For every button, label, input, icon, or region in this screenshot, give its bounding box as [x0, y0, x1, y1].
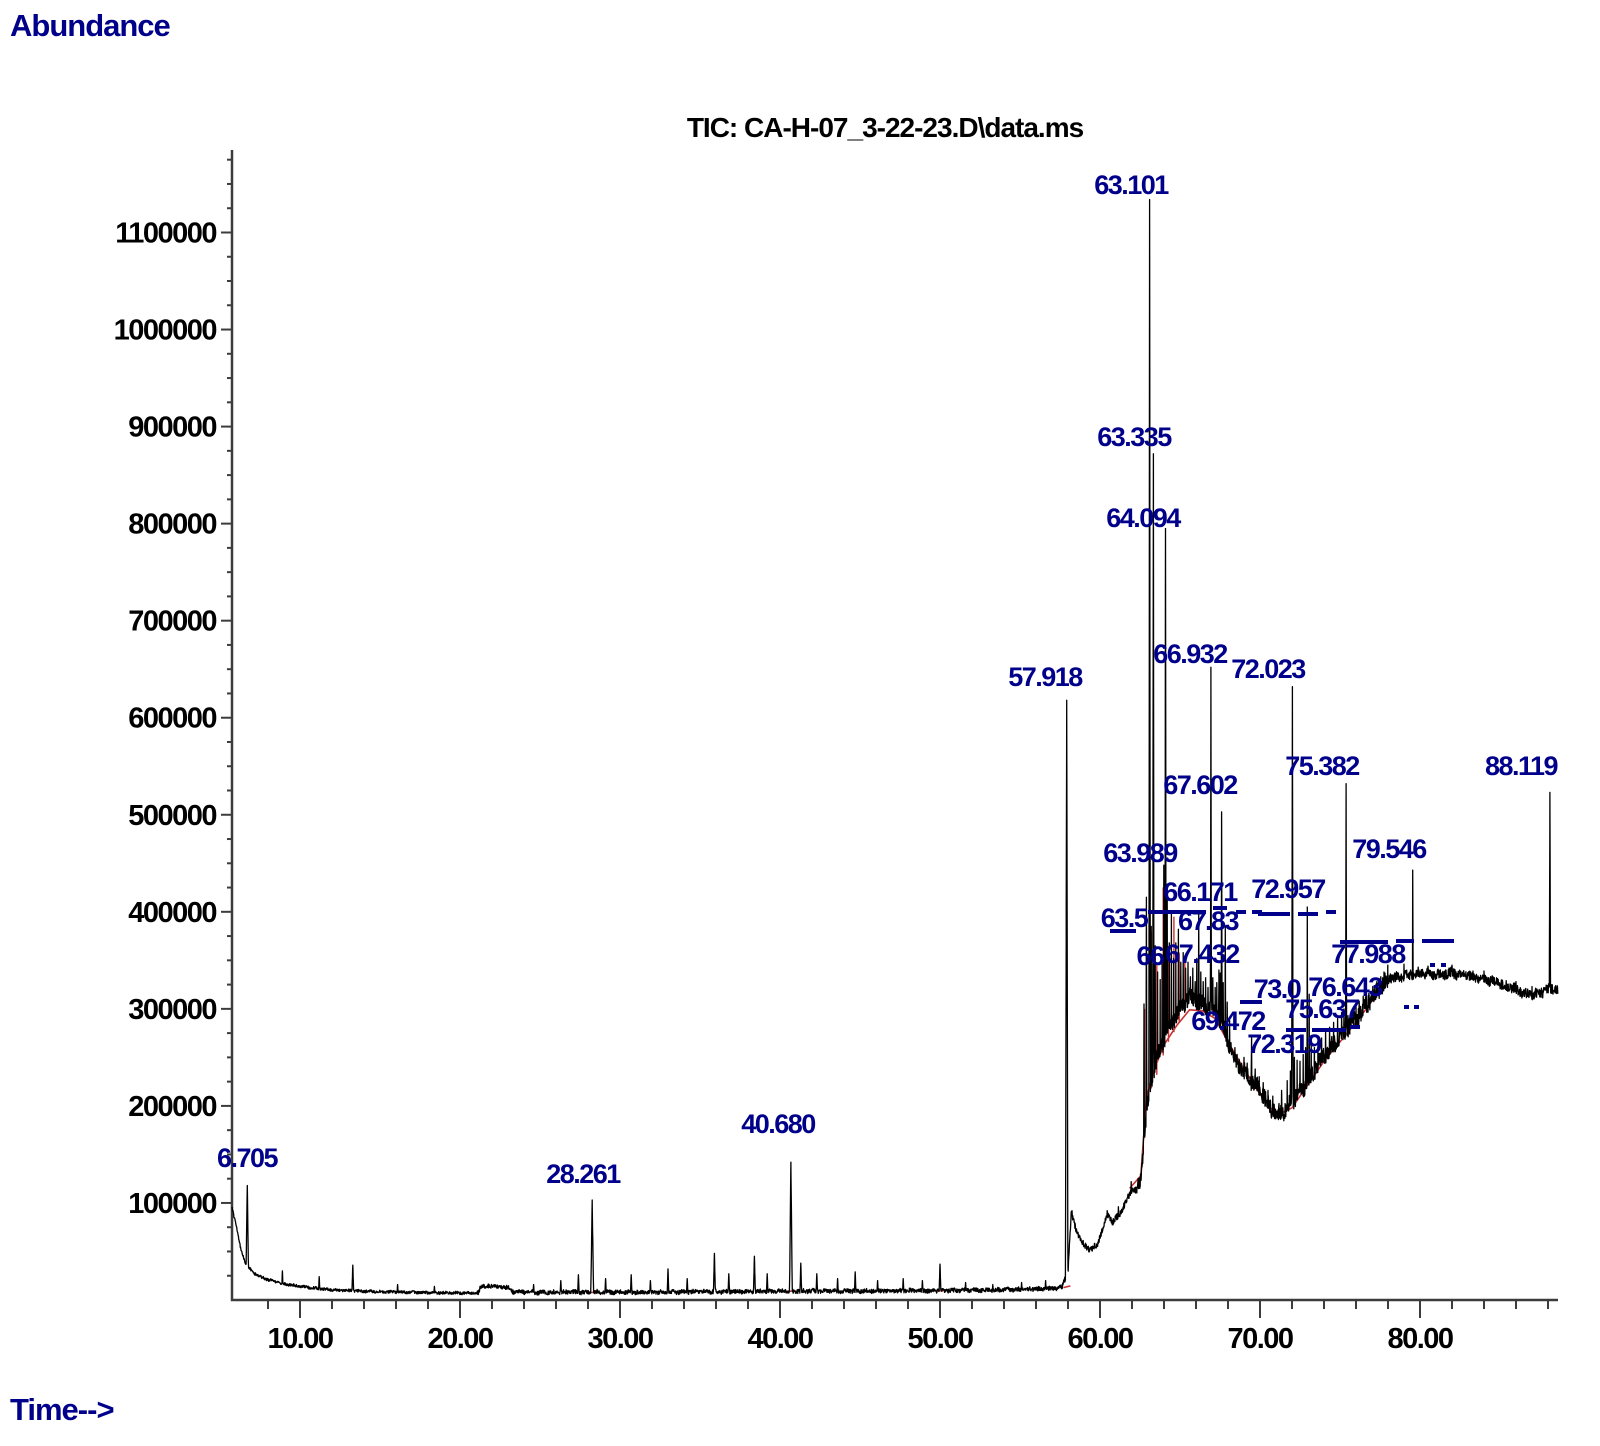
peak-label-64.094: 64.094	[1106, 503, 1181, 533]
peak-label-69.472: 69.472	[1191, 1006, 1265, 1036]
peak-label-40.680: 40.680	[741, 1109, 815, 1139]
peak-label-66: 66	[1136, 941, 1165, 971]
y-tick-label: 100000	[128, 1188, 216, 1220]
peak-label-63.989: 63.989	[1103, 838, 1178, 868]
y-tick-label: 300000	[128, 994, 216, 1026]
peak-label-67.602: 67.602	[1163, 770, 1237, 800]
integration-baseline	[1063, 1285, 1071, 1289]
axis-lines	[230, 150, 1558, 1302]
y-tick-label: 1100000	[115, 217, 216, 249]
peak-label-63.101: 63.101	[1094, 170, 1169, 200]
x-tick-label: 50.00	[907, 1323, 972, 1355]
y-tick-label: 800000	[128, 509, 216, 541]
peak-label-6.705: 6.705	[217, 1143, 279, 1173]
x-axis-title: Time-->	[10, 1392, 115, 1427]
y-tick-label: 700000	[128, 606, 216, 638]
x-tick-label: 70.00	[1227, 1323, 1292, 1355]
y-tick-label: 200000	[128, 1091, 216, 1123]
tic-trace	[231, 198, 1559, 1296]
peak-label-72.957: 72.957	[1251, 874, 1325, 904]
x-tick-label: 40.00	[747, 1323, 812, 1355]
peak-label-76.643: 76.643	[1308, 972, 1383, 1002]
peak-label-66.932: 66.932	[1153, 639, 1227, 669]
y-tick-label: 400000	[128, 897, 216, 929]
peak-label-57.918: 57.918	[1008, 662, 1083, 692]
x-tick-label: 10.00	[267, 1323, 332, 1355]
peak-label-75.637: 75.637	[1285, 994, 1359, 1024]
x-tick-label: 80.00	[1387, 1323, 1452, 1355]
y-tick-label: 500000	[128, 800, 216, 832]
y-tick-label: 600000	[128, 703, 216, 735]
y-tick-label: 1000000	[114, 315, 217, 347]
y-tick-label: 900000	[128, 412, 216, 444]
x-tick-label: 60.00	[1067, 1323, 1132, 1355]
peak-label-67.432: 67.432	[1165, 939, 1239, 969]
x-tick-label: 30.00	[587, 1323, 652, 1355]
peak-label-28.261: 28.261	[546, 1159, 621, 1189]
x-tick-label: 20.00	[427, 1323, 492, 1355]
chart-title: TIC: CA-H-07_3-22-23.D\data.ms	[686, 112, 1084, 143]
peak-label-63.335: 63.335	[1097, 422, 1172, 452]
y-axis-title: Abundance	[10, 8, 171, 43]
peak-label-72.319: 72.319	[1247, 1029, 1322, 1059]
peak-label-75.382: 75.382	[1285, 751, 1359, 781]
peak-label-73.0: 73.0	[1254, 974, 1301, 1004]
peak-label-66.171: 66.171	[1163, 877, 1238, 907]
peak-label-88.119: 88.119	[1485, 751, 1559, 781]
peak-label-63.5: 63.5	[1101, 903, 1149, 933]
peak-label-79.546: 79.546	[1352, 834, 1427, 864]
peak-label-72.023: 72.023	[1231, 654, 1306, 684]
